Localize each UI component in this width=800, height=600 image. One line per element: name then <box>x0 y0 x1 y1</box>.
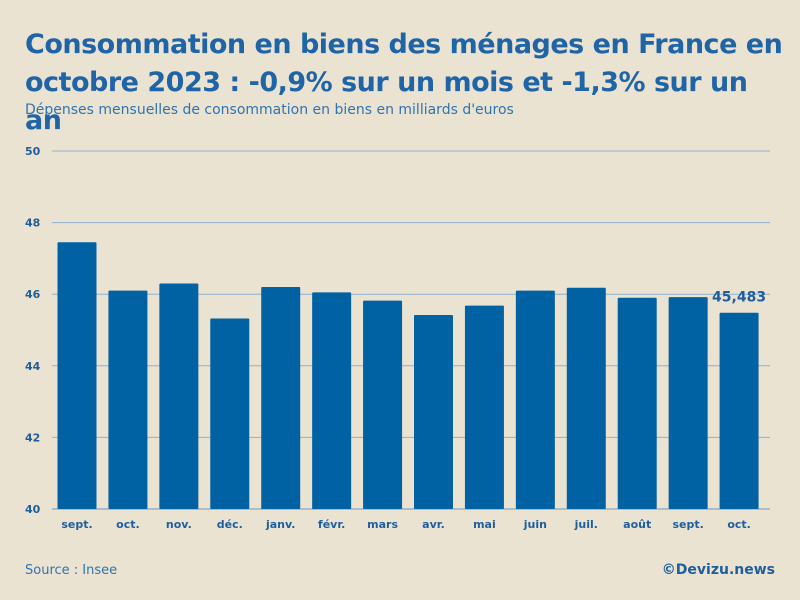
x-tick-label: nov. <box>166 518 192 531</box>
bar <box>668 297 708 509</box>
x-tick-label: oct. <box>727 518 751 531</box>
x-tick-label: mai <box>473 518 496 531</box>
bars <box>57 242 759 510</box>
y-tick-label: 50 <box>25 145 41 158</box>
bar <box>108 290 148 509</box>
x-tick-label: janv. <box>265 518 295 531</box>
bar <box>57 242 97 510</box>
bar <box>210 318 250 509</box>
y-tick-label: 48 <box>25 217 40 230</box>
y-tick-label: 42 <box>25 431 40 444</box>
data-label: 45,483 <box>712 290 766 306</box>
bar <box>719 312 759 509</box>
bar <box>312 292 352 509</box>
source-note: Source : Insee <box>25 563 118 578</box>
bar <box>464 305 504 509</box>
x-tick-label: oct. <box>116 518 140 531</box>
x-tick-label: déc. <box>217 518 243 531</box>
x-tick-label: juil. <box>574 518 598 531</box>
bar <box>414 314 453 509</box>
x-tick-label: sept. <box>672 518 703 531</box>
bar <box>363 300 403 509</box>
x-tick-label: févr. <box>318 518 345 531</box>
credit-link[interactable]: ©Devizu.news <box>661 562 775 578</box>
bar <box>566 287 606 509</box>
x-tick-label: juin <box>523 518 547 531</box>
bar <box>617 297 657 509</box>
bar <box>261 287 301 509</box>
chart-title: Consommation en biens des ménages en Fra… <box>25 29 783 136</box>
y-tick-label: 46 <box>25 288 41 301</box>
x-tick-label: mars <box>367 518 398 531</box>
axis-labels: 40 42 44 46 48 50 sept. oct. nov. déc. janv. févr. m… <box>25 145 766 531</box>
bar <box>159 283 199 509</box>
chart-subtitle: Dépenses mensuelles de consommation en b… <box>25 102 514 118</box>
y-tick-label: 44 <box>25 360 41 373</box>
x-tick-label: avr. <box>422 518 445 531</box>
x-tick-label: août <box>623 518 651 531</box>
y-tick-label: 40 <box>25 503 41 516</box>
x-tick-label: sept. <box>61 518 92 531</box>
bar <box>515 290 555 509</box>
